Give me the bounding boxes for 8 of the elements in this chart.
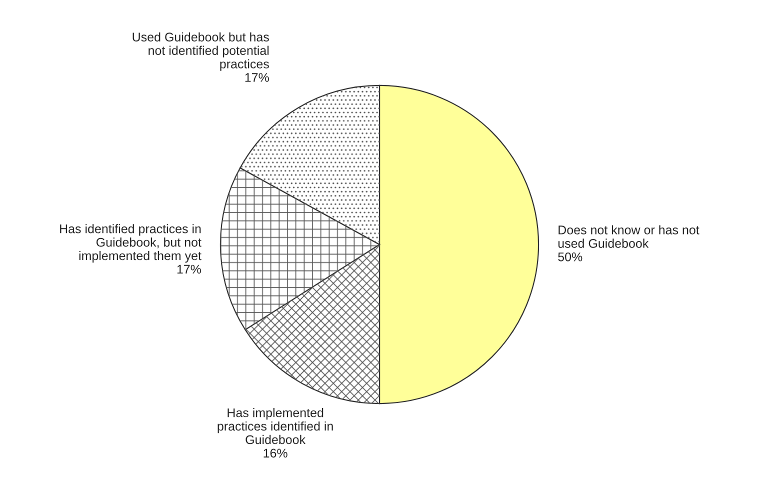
data-label: 50% — [558, 252, 582, 262]
slice-label: Has implemented practices identified in Guidebook — [218, 408, 333, 444]
slice-label: Used Guidebook but has not identified potential practices — [132, 32, 269, 71]
slice-label: Has identified practices in Guidebook, but not implemented them yet — [60, 224, 202, 263]
data-label: 16% — [264, 448, 288, 458]
data-label: 17% — [177, 264, 202, 274]
slice-label: Does not know or has not used Guidebook — [558, 225, 700, 248]
data-label: 17% — [245, 73, 269, 82]
